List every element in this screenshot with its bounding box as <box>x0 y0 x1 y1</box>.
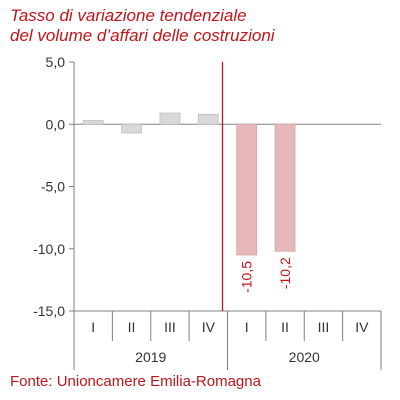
bar <box>197 113 219 125</box>
y-tick-label: -5,0 <box>41 179 65 195</box>
source-note: Fonte: Unioncamere Emilia-Romagna <box>10 373 261 390</box>
year-label: 2020 <box>289 349 320 365</box>
chart-title: Tasso di variazione tendenziale del volu… <box>10 6 395 46</box>
bar <box>236 123 258 256</box>
data-label: -10,2 <box>277 257 293 289</box>
category-label: III <box>318 319 330 335</box>
category-label: IV <box>202 319 216 335</box>
chart-title-line-2: del volume d’affari delle costruzioni <box>10 26 275 45</box>
chart-title-line-1: Tasso di variazione tendenziale <box>10 6 247 25</box>
bar <box>121 123 142 134</box>
category-label: I <box>245 319 249 335</box>
y-tick-label: -10,0 <box>33 241 65 257</box>
data-label: -10,5 <box>239 261 255 293</box>
bar <box>82 120 104 125</box>
category-label: IV <box>355 319 369 335</box>
category-label: II <box>281 319 289 335</box>
y-tick-label: -15,0 <box>33 303 65 319</box>
category-label: II <box>128 319 136 335</box>
y-tick-label: 0,0 <box>46 116 66 132</box>
bar <box>159 112 181 125</box>
bar <box>274 123 296 252</box>
y-tick-label: 5,0 <box>46 54 66 70</box>
category-label: III <box>164 319 176 335</box>
year-label: 2019 <box>135 349 166 365</box>
category-label: I <box>91 319 95 335</box>
